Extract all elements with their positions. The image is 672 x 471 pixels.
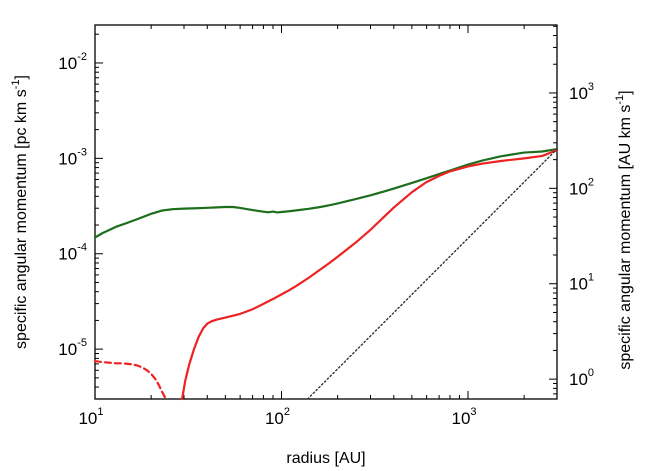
x-tick-label: 102: [265, 406, 290, 428]
y-left-tick-label-exp: -5: [77, 337, 87, 349]
x-tick-label: 103: [451, 406, 476, 428]
y-axis-right-title: specific angular momentum [AU km s-1]: [614, 90, 634, 369]
y-right-tick-label-exp: 1: [588, 272, 594, 284]
x-tick-label-base: 10: [78, 409, 97, 428]
y-axis-left-title-exp: -1: [10, 80, 22, 90]
y-left-tick-label: 10-3: [58, 146, 87, 168]
x-tick-label-base: 10: [265, 409, 284, 428]
y-axis-left-title-main: specific angular momentum [pc km s: [13, 89, 30, 349]
y-right-tick-label-exp: 2: [588, 176, 594, 188]
y-left-tick-label: 10-2: [58, 51, 87, 73]
y-right-tick-label: 100: [569, 367, 594, 389]
x-tick-label-exp: 3: [470, 406, 476, 418]
y-left-tick-label-base: 10: [58, 149, 77, 168]
y-right-tick-label-base: 10: [569, 84, 588, 103]
y-right-tick-label-exp: 0: [588, 367, 594, 379]
x-tick-label-base: 10: [451, 409, 470, 428]
y-left-tick-label-exp: -4: [77, 242, 87, 254]
x-tick-label: 101: [78, 406, 103, 428]
y-left-tick-label: 10-5: [58, 337, 87, 359]
series-line-2: [93, 359, 168, 401]
y-right-tick-label-base: 10: [569, 275, 588, 294]
y-axis-right-title-close: ]: [617, 90, 634, 94]
y-left-tick-label: 10-4: [58, 242, 87, 264]
y-left-tick-label-base: 10: [58, 54, 77, 73]
x-tick-label-exp: 2: [284, 406, 290, 418]
y-right-tick-label-base: 10: [569, 179, 588, 198]
y-right-tick-label: 101: [569, 272, 594, 294]
y-axis-right-title-exp: -1: [614, 95, 626, 105]
series-layer: [93, 148, 559, 401]
y-right-tick-label: 102: [569, 176, 594, 198]
series-line-0: [93, 148, 559, 239]
y-right-tick-label-exp: 3: [588, 81, 594, 93]
y-left-tick-label-base: 10: [58, 245, 77, 264]
plot-frame: [94, 24, 558, 400]
x-axis-title: radius [AU]: [286, 450, 365, 467]
ticks-layer: [94, 25, 558, 400]
y-left-tick-label-base: 10: [58, 340, 77, 359]
y-right-tick-label-base: 10: [569, 370, 588, 389]
series-line-3: [306, 148, 558, 400]
y-left-tick-label-exp: -2: [77, 51, 87, 63]
y-axis-right-title-main: specific angular momentum [AU km s: [617, 105, 634, 370]
y-axis-left-title: specific angular momentum [pc km s-1]: [10, 75, 30, 349]
x-tick-label-exp: 1: [97, 406, 103, 418]
y-right-tick-label: 103: [569, 81, 594, 103]
y-axis-left-title-close: ]: [13, 75, 30, 79]
y-left-tick-label-exp: -3: [77, 146, 87, 158]
series-line-1: [180, 149, 559, 401]
